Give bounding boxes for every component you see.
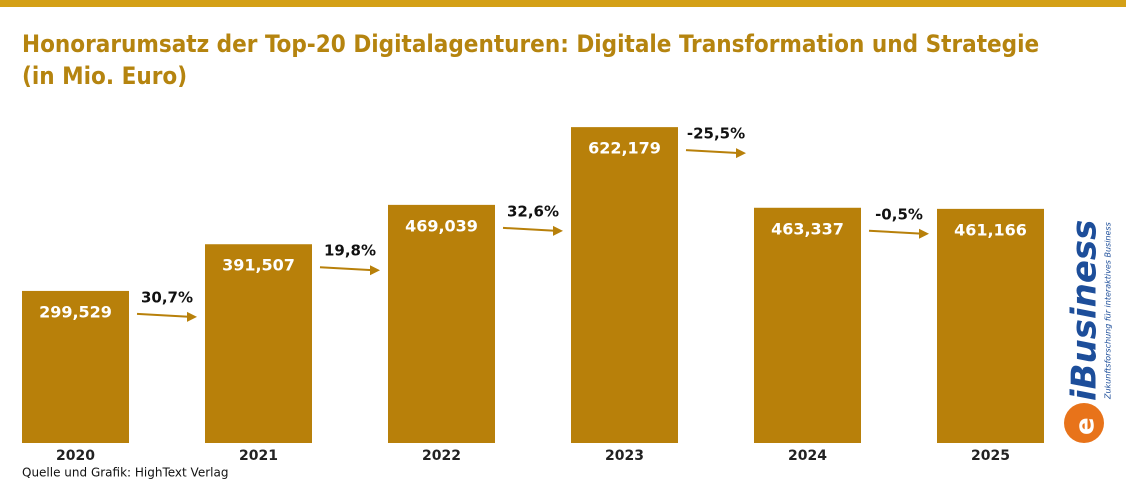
bar — [754, 207, 861, 443]
logo: e iBusiness Zukunftsforschung für intera… — [1064, 220, 1113, 443]
value-label: 463,337 — [771, 219, 844, 238]
value-label: 469,039 — [405, 216, 478, 235]
growth-arrowhead — [736, 148, 746, 159]
x-tick-label: 2025 — [971, 448, 1010, 464]
growth-arrowhead — [370, 265, 380, 276]
x-tick-label: 2022 — [422, 448, 461, 464]
growth-label: -0,5% — [875, 205, 923, 223]
value-label: 299,529 — [39, 302, 112, 321]
growth-arrow — [502, 226, 558, 232]
x-tick-label: 2021 — [239, 448, 278, 464]
x-tick-label: 2020 — [56, 448, 95, 464]
chart-title: Honorarumsatz der Top-20 Digitalagenture… — [22, 30, 1039, 58]
growth-label: 32,6% — [507, 202, 559, 220]
logo-name: iBusiness — [1065, 220, 1105, 401]
chart-subtitle: (in Mio. Euro) — [22, 62, 187, 90]
growth-arrow — [685, 149, 741, 155]
value-label: 461,166 — [954, 220, 1027, 239]
growth-arrow — [136, 312, 192, 318]
bar — [22, 290, 129, 443]
bar — [571, 127, 678, 443]
logo-icon — [1064, 403, 1104, 443]
value-label: 622,179 — [588, 139, 661, 158]
growth-arrowhead — [553, 225, 563, 236]
growth-arrowhead — [919, 228, 929, 239]
growth-arrow — [319, 266, 375, 272]
growth-arrowhead — [187, 311, 197, 322]
x-tick-label: 2024 — [788, 448, 827, 464]
bar — [205, 244, 312, 443]
value-label: 391,507 — [222, 256, 295, 275]
top-stripe — [0, 0, 1126, 7]
logo-tagline: Zukunftsforschung für interaktives Busin… — [1104, 222, 1113, 400]
growth-label: 19,8% — [324, 242, 376, 260]
growth-arrow — [868, 229, 924, 235]
x-tick-label: 2023 — [605, 448, 644, 464]
bar — [937, 208, 1044, 443]
growth-label: -25,5% — [687, 125, 745, 143]
bar — [388, 204, 495, 443]
logo-icon-letter: e — [1071, 417, 1101, 435]
growth-label: 30,7% — [141, 288, 193, 306]
source: Quelle und Grafik: HighText Verlag — [22, 466, 228, 480]
